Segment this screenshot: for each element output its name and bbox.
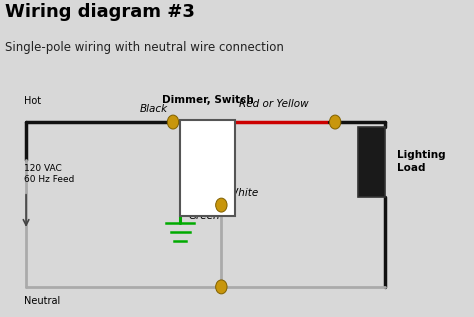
Text: White: White (228, 188, 259, 198)
Text: Lighting
Load: Lighting Load (397, 150, 446, 173)
Text: Hot: Hot (24, 96, 41, 106)
Text: Single-pole wiring with neutral wire connection: Single-pole wiring with neutral wire con… (5, 41, 283, 54)
Ellipse shape (216, 280, 227, 294)
Bar (358, 127, 385, 197)
Text: Black: Black (140, 104, 168, 114)
Text: 120 VAC
60 Hz Feed: 120 VAC 60 Hz Feed (24, 164, 74, 184)
Text: Wiring diagram #3: Wiring diagram #3 (5, 3, 195, 21)
Ellipse shape (329, 115, 341, 129)
Text: Green: Green (189, 211, 220, 221)
Text: Red or Yellow: Red or Yellow (239, 99, 309, 109)
Text: Dimmer, Switch: Dimmer, Switch (162, 94, 253, 105)
Ellipse shape (216, 198, 227, 212)
Ellipse shape (167, 115, 179, 129)
Text: Neutral: Neutral (24, 296, 60, 307)
Bar (180, 120, 235, 216)
